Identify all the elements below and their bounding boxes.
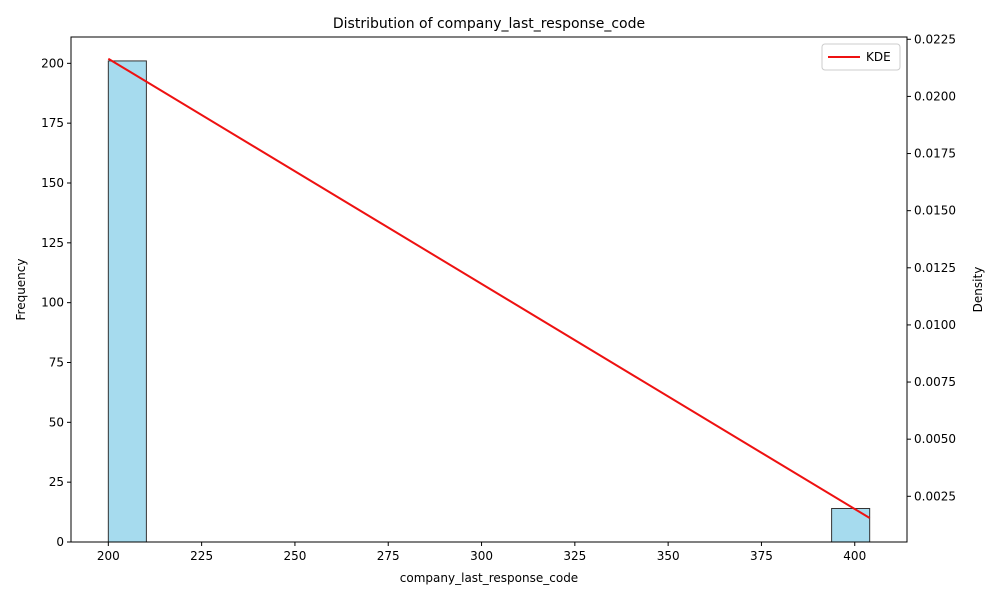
plot-frame [70,36,908,543]
y-tick-label: 50 [49,415,64,429]
y2-tick-label: 0.0150 [914,204,956,218]
y2-tick-label: 0.0025 [914,489,956,503]
x-axis-title: company_last_response_code [400,571,578,585]
y-tick-label: 150 [41,176,64,190]
y2-tick-label: 0.0175 [914,147,956,161]
legend: KDE [821,43,901,71]
chart-title: Distribution of company_last_response_co… [333,16,645,32]
x-tick-label: 275 [377,549,400,563]
x-tick-label: 225 [190,549,213,563]
legend-kde-label: KDE [866,50,891,64]
y2-tick-label: 0.0225 [914,32,956,46]
x-tick-label: 250 [283,549,306,563]
x-tick-label: 350 [657,549,680,563]
y2-tick-label: 0.0200 [914,89,956,103]
x-tick-label: 200 [97,549,120,563]
legend-box [821,43,901,71]
x-tick-label: 300 [470,549,493,563]
x-tick-label: 325 [563,549,586,563]
histogram-bar-0 [107,60,147,543]
y-tick-label: 200 [41,56,64,70]
y-tick-label: 100 [41,296,64,310]
x-tick-label: 400 [843,549,866,563]
y2-tick-label: 0.0100 [914,318,956,332]
y-tick-label: 0 [56,535,64,549]
x-tick-label: 375 [750,549,773,563]
y2-tick-label: 0.0050 [914,432,956,446]
y-tick-label: 175 [41,116,64,130]
y2-tick-label: 0.0075 [914,375,956,389]
y-tick-label: 75 [49,355,64,369]
kde-line [107,57,871,519]
y-tick-label: 25 [49,475,64,489]
y2-axis-title: Density [971,267,985,313]
y2-tick-label: 0.0125 [914,261,956,275]
y-axis-title: Frequency [14,259,28,321]
y-tick-label: 125 [41,236,64,250]
